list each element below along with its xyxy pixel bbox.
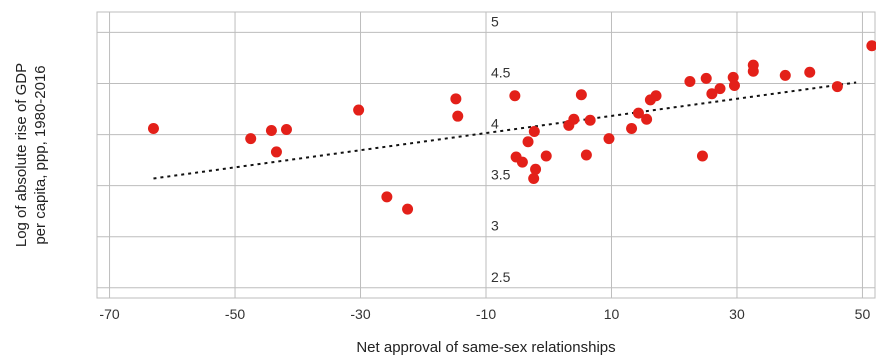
x-tick-labels: -70 -50 -30 -10 10 30 50 xyxy=(99,306,870,322)
y-tick-label: 3 xyxy=(491,218,499,234)
x-tick-label: -10 xyxy=(476,306,496,322)
y-axis-title-line-1: Log of absolute rise of GDP xyxy=(13,63,30,247)
data-point xyxy=(568,113,580,125)
data-points xyxy=(147,40,876,215)
data-point xyxy=(522,136,534,148)
data-point xyxy=(641,113,653,125)
y-tick-label: 4.5 xyxy=(491,65,511,81)
data-point xyxy=(280,123,292,135)
data-point xyxy=(353,104,365,116)
y-tick-label: 2.5 xyxy=(491,269,511,285)
data-point xyxy=(626,122,638,134)
data-point xyxy=(540,150,552,162)
data-point xyxy=(706,88,718,100)
y-tick-label: 3.5 xyxy=(491,167,511,183)
data-point xyxy=(650,90,662,102)
data-point xyxy=(452,110,464,122)
x-tick-label: -30 xyxy=(350,306,370,322)
data-point xyxy=(147,122,159,134)
x-tick-label: -50 xyxy=(225,306,245,322)
data-point xyxy=(804,66,816,78)
data-point xyxy=(530,163,542,175)
data-point xyxy=(831,81,843,93)
data-point xyxy=(245,133,257,145)
y-tick-label: 5 xyxy=(491,13,499,29)
x-tick-label: 10 xyxy=(604,306,620,322)
x-tick-label: 50 xyxy=(855,306,871,322)
y-tick-labels: 2.5 3 3.5 4 4.5 5 xyxy=(491,13,511,284)
gridlines xyxy=(97,12,875,298)
data-point xyxy=(575,89,587,101)
y-axis-title-line-2: per capita, ppp, 1980-2016 xyxy=(32,65,49,244)
data-point xyxy=(603,133,615,145)
data-point xyxy=(516,156,528,168)
data-point xyxy=(381,191,393,203)
data-point xyxy=(580,149,592,161)
x-axis-title: Net approval of same-sex relationships xyxy=(356,339,615,356)
data-point xyxy=(632,107,644,119)
data-point xyxy=(450,93,462,105)
data-point xyxy=(270,146,282,158)
data-point xyxy=(747,65,759,77)
x-tick-label: 30 xyxy=(729,306,745,322)
data-point xyxy=(779,69,791,81)
data-point xyxy=(866,40,876,52)
x-tick-label: -70 xyxy=(99,306,119,322)
data-point xyxy=(509,90,521,102)
data-point xyxy=(696,150,708,162)
data-point xyxy=(728,80,740,92)
data-point xyxy=(265,124,277,136)
data-point xyxy=(528,172,540,184)
data-point xyxy=(727,71,739,83)
data-point xyxy=(528,126,540,138)
y-axis-title: Log of absolute rise of GDP per capita, … xyxy=(13,63,49,247)
data-point xyxy=(584,114,596,126)
data-point xyxy=(714,83,726,95)
data-point xyxy=(402,203,414,215)
data-point xyxy=(700,72,712,84)
y-tick-label: 4 xyxy=(491,116,499,132)
data-point xyxy=(684,75,696,87)
